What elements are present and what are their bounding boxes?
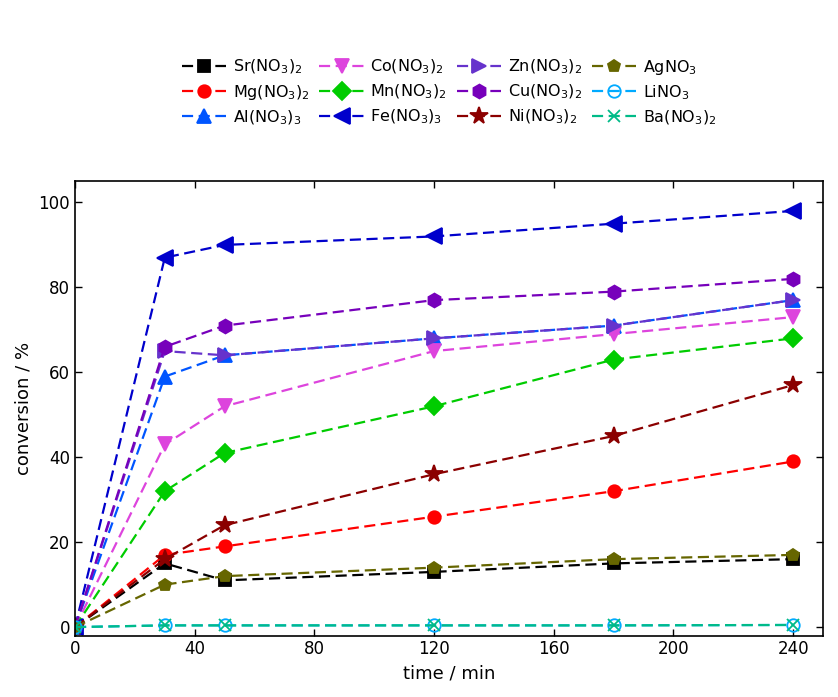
Mg(NO$_3$)$_2$ [70, 623, 80, 631]
Cu(NO$_3$)$_2$ [70, 623, 80, 631]
Sr(NO$_3$)$_2$ [220, 576, 230, 585]
Mg(NO$_3$)$_2$ [788, 457, 798, 466]
Sr(NO$_3$)$_2$ [160, 559, 170, 567]
Co(NO$_3$)$_2$ [608, 330, 618, 338]
Mn(NO$_3$)$_2$ [608, 355, 618, 364]
Cu(NO$_3$)$_2$ [160, 343, 170, 351]
Ba(NO$_3$)$_2$ [220, 621, 230, 629]
LiNO$_3$ [220, 621, 230, 629]
Line: Co(NO$_3$)$_2$: Co(NO$_3$)$_2$ [68, 310, 800, 634]
Line: AgNO$_3$: AgNO$_3$ [69, 549, 799, 634]
Line: Ni(NO$_3$)$_2$: Ni(NO$_3$)$_2$ [66, 376, 802, 636]
Y-axis label: conversion / %: conversion / % [15, 342, 33, 475]
Line: Zn(NO$_3$)$_2$: Zn(NO$_3$)$_2$ [68, 293, 800, 634]
Al(NO$_3$)$_3$ [788, 296, 798, 305]
Cu(NO$_3$)$_2$ [788, 275, 798, 283]
Al(NO$_3$)$_3$ [429, 334, 439, 342]
Ba(NO$_3$)$_2$ [788, 621, 798, 629]
Line: Mg(NO$_3$)$_2$: Mg(NO$_3$)$_2$ [69, 455, 799, 634]
Cu(NO$_3$)$_2$ [220, 321, 230, 330]
Al(NO$_3$)$_3$ [160, 372, 170, 381]
Al(NO$_3$)$_3$ [70, 623, 80, 631]
Fe(NO$_3$)$_3$ [220, 240, 230, 249]
X-axis label: time / min: time / min [403, 664, 495, 682]
Line: Cu(NO$_3$)$_2$: Cu(NO$_3$)$_2$ [68, 272, 800, 634]
LiNO$_3$ [429, 621, 439, 629]
Line: Al(NO$_3$)$_3$: Al(NO$_3$)$_3$ [68, 293, 800, 634]
Co(NO$_3$)$_2$ [429, 347, 439, 355]
Mg(NO$_3$)$_2$ [429, 512, 439, 521]
Sr(NO$_3$)$_2$ [788, 555, 798, 563]
AgNO$_3$ [429, 563, 439, 572]
Zn(NO$_3$)$_2$ [788, 296, 798, 305]
Line: Fe(NO$_3$)$_3$: Fe(NO$_3$)$_3$ [67, 204, 801, 635]
Co(NO$_3$)$_2$ [788, 313, 798, 321]
Mg(NO$_3$)$_2$ [220, 542, 230, 551]
Sr(NO$_3$)$_2$ [608, 559, 618, 567]
Fe(NO$_3$)$_3$ [788, 207, 798, 215]
LiNO$_3$ [160, 621, 170, 629]
Fe(NO$_3$)$_3$ [160, 254, 170, 262]
LiNO$_3$ [788, 621, 798, 629]
Zn(NO$_3$)$_2$ [608, 321, 618, 330]
Mg(NO$_3$)$_2$ [160, 551, 170, 559]
Ba(NO$_3$)$_2$ [70, 623, 80, 631]
Co(NO$_3$)$_2$ [220, 402, 230, 411]
Ba(NO$_3$)$_2$ [608, 621, 618, 629]
Mn(NO$_3$)$_2$ [429, 402, 439, 411]
Al(NO$_3$)$_3$ [220, 351, 230, 360]
AgNO$_3$ [70, 623, 80, 631]
Sr(NO$_3$)$_2$ [429, 567, 439, 576]
LiNO$_3$ [70, 623, 80, 631]
Ba(NO$_3$)$_2$ [429, 621, 439, 629]
Mn(NO$_3$)$_2$ [788, 334, 798, 342]
LiNO$_3$ [608, 621, 618, 629]
Co(NO$_3$)$_2$ [70, 623, 80, 631]
Fe(NO$_3$)$_3$ [429, 232, 439, 240]
Sr(NO$_3$)$_2$ [70, 623, 80, 631]
Ba(NO$_3$)$_2$ [160, 621, 170, 629]
Mn(NO$_3$)$_2$ [220, 449, 230, 457]
Cu(NO$_3$)$_2$ [429, 296, 439, 305]
Co(NO$_3$)$_2$ [160, 441, 170, 449]
Legend: Sr(NO$_3$)$_2$, Mg(NO$_3$)$_2$, Al(NO$_3$)$_3$, Co(NO$_3$)$_2$, Mn(NO$_3$)$_2$, : Sr(NO$_3$)$_2$, Mg(NO$_3$)$_2$, Al(NO$_3… [177, 53, 722, 131]
AgNO$_3$ [788, 551, 798, 559]
Zn(NO$_3$)$_2$ [160, 347, 170, 355]
Ni(NO$_3$)$_2$ [788, 381, 798, 389]
Ni(NO$_3$)$_2$ [160, 555, 170, 563]
AgNO$_3$ [220, 572, 230, 581]
Mn(NO$_3$)$_2$ [70, 623, 80, 631]
Mn(NO$_3$)$_2$ [160, 487, 170, 496]
Ni(NO$_3$)$_2$ [608, 432, 618, 441]
Line: Mn(NO$_3$)$_2$: Mn(NO$_3$)$_2$ [69, 332, 799, 634]
Zn(NO$_3$)$_2$ [70, 623, 80, 631]
Zn(NO$_3$)$_2$ [220, 351, 230, 360]
AgNO$_3$ [608, 555, 618, 563]
Ni(NO$_3$)$_2$ [429, 470, 439, 478]
Ni(NO$_3$)$_2$ [70, 623, 80, 631]
Line: LiNO$_3$: LiNO$_3$ [69, 619, 799, 634]
Mg(NO$_3$)$_2$ [608, 487, 618, 496]
Line: Sr(NO$_3$)$_2$: Sr(NO$_3$)$_2$ [70, 553, 799, 633]
Fe(NO$_3$)$_3$ [70, 623, 80, 631]
Cu(NO$_3$)$_2$ [608, 287, 618, 296]
Al(NO$_3$)$_3$ [608, 321, 618, 330]
Ni(NO$_3$)$_2$ [220, 521, 230, 529]
Zn(NO$_3$)$_2$ [429, 334, 439, 342]
Fe(NO$_3$)$_3$ [608, 220, 618, 228]
AgNO$_3$ [160, 581, 170, 589]
Line: Ba(NO$_3$)$_2$: Ba(NO$_3$)$_2$ [69, 619, 799, 634]
